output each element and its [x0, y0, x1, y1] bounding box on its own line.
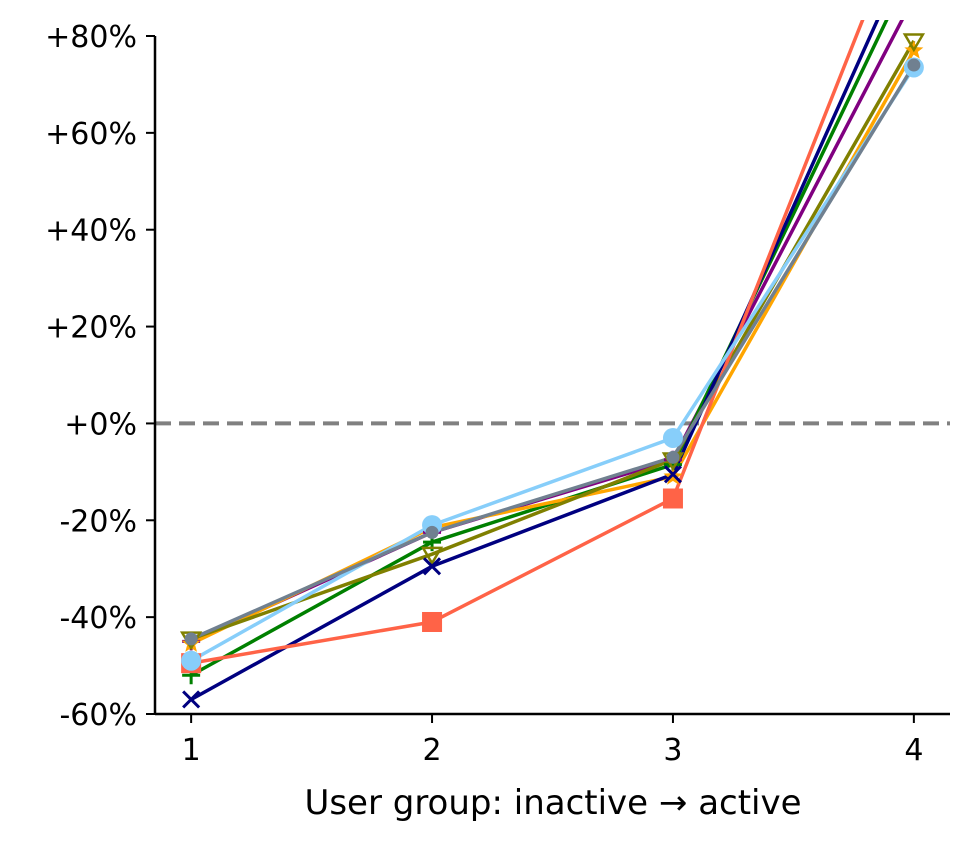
data-point-s4-p2 [663, 465, 683, 484]
series-line-4 [190, 20, 880, 702]
x-axis-title: User group: inactive → active [304, 783, 801, 823]
y-tick-label: +20% [45, 311, 137, 346]
y-tick-label: -40% [59, 601, 137, 636]
y-tick-label: +40% [45, 214, 137, 249]
data-point-s7-p2 [666, 450, 680, 464]
y-tick-label: +60% [45, 117, 137, 152]
data-point-s5-p2 [662, 488, 683, 509]
x-tick-label: 4 [904, 733, 923, 768]
data-point-s7-p3 [907, 58, 921, 72]
x-tick-label: 1 [182, 733, 201, 768]
series-line-5 [190, 20, 865, 665]
y-tick-label: -20% [59, 504, 137, 539]
data-point-s7-p1 [425, 525, 439, 539]
series-line-7 [190, 64, 916, 641]
series-line-3 [190, 39, 916, 641]
y-tick-label: +80% [45, 20, 137, 55]
data-point-s4-p0 [182, 690, 201, 709]
data-point-s3-p1 [420, 546, 444, 566]
y-tick-label: -60% [59, 698, 137, 733]
axes-layer: -60% -40% -20% +0% +20% +40% +60% +80% 1 2 3 4 [45, 20, 950, 768]
series-line-2 [190, 49, 916, 646]
data-point-s0-p3 [905, 0, 923, 6]
marker-layer [179, 0, 926, 709]
data-point-s6-p2 [662, 427, 683, 448]
data-point-s5-p1 [422, 611, 443, 632]
data-point-s6-p0 [181, 650, 202, 671]
series-line-0 [190, 20, 904, 643]
x-tick-label: 3 [663, 733, 682, 768]
series-layer [190, 20, 916, 702]
y-tick-label: +0% [64, 407, 137, 442]
series-line-6 [190, 66, 916, 663]
data-point-s4-p1 [422, 557, 442, 576]
x-tick-label: 2 [422, 733, 441, 768]
series-line-1 [190, 20, 889, 677]
data-point-s3-p3 [902, 33, 926, 53]
data-point-s7-p0 [184, 632, 198, 646]
